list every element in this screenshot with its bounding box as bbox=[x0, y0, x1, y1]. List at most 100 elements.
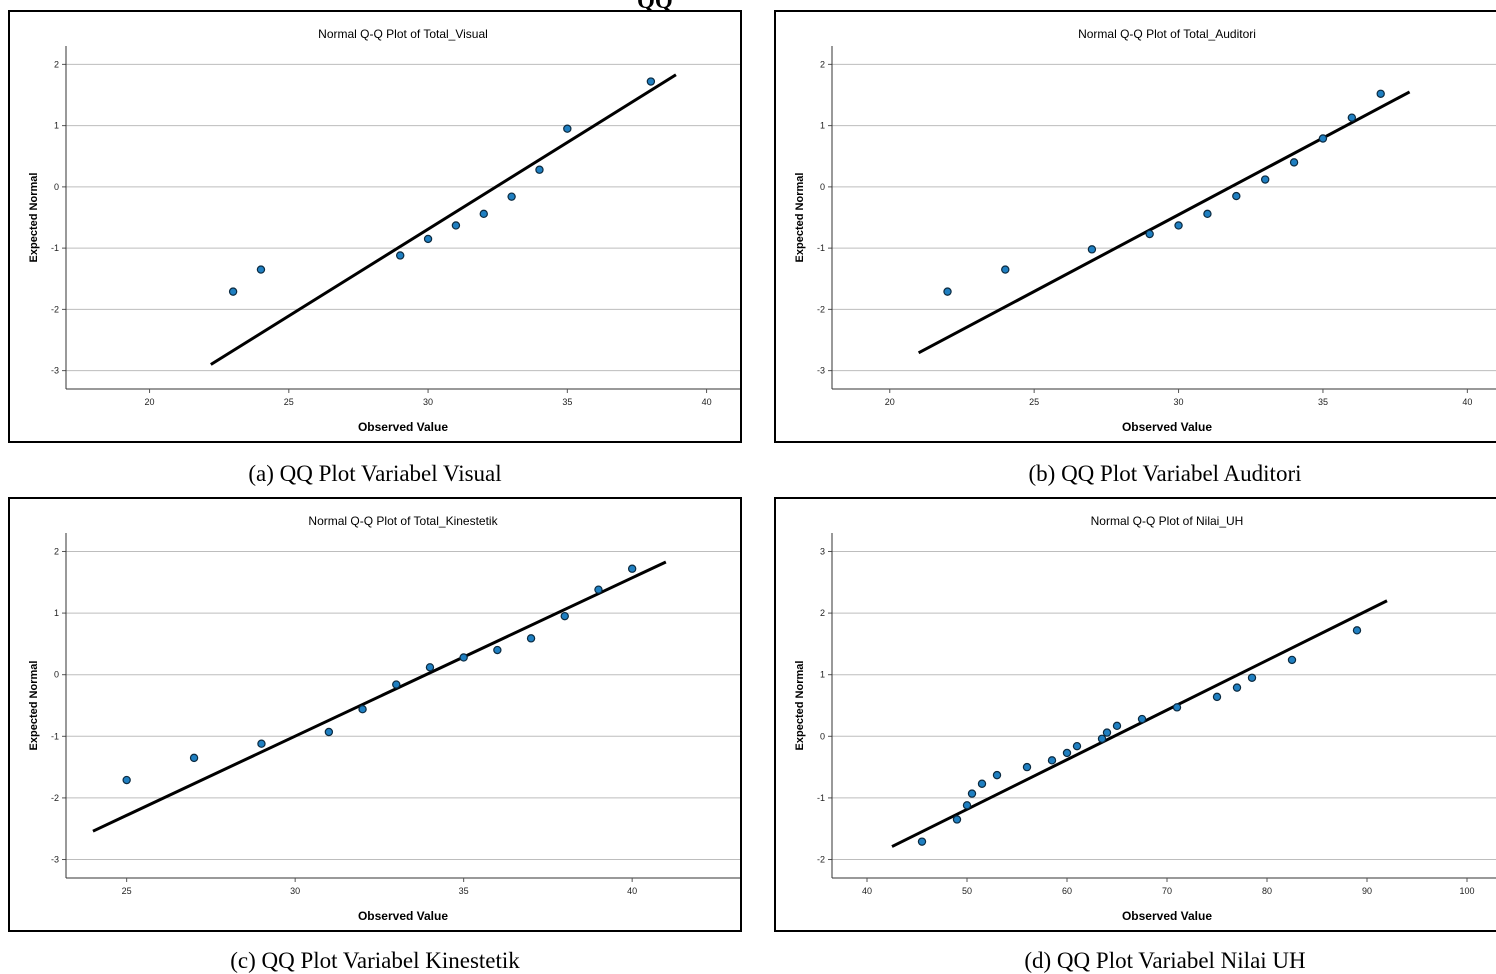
x-tick-label: 40 bbox=[627, 886, 637, 896]
data-point bbox=[1062, 748, 1072, 758]
y-tick-label: -1 bbox=[51, 243, 59, 253]
data-point bbox=[1212, 692, 1222, 702]
y-tick-label: -3 bbox=[817, 366, 825, 376]
data-point bbox=[228, 287, 238, 296]
data-point bbox=[1102, 728, 1112, 737]
data-point bbox=[324, 727, 334, 737]
data-point bbox=[1376, 89, 1385, 98]
data-point bbox=[507, 192, 516, 201]
reference-line bbox=[891, 599, 1388, 848]
data-point bbox=[392, 680, 401, 689]
x-axis-label: Observed Value bbox=[358, 909, 448, 923]
x-tick-label: 40 bbox=[702, 397, 712, 407]
data-point bbox=[526, 634, 536, 643]
data-point bbox=[1232, 683, 1242, 692]
data-point bbox=[1287, 655, 1297, 665]
data-point bbox=[122, 775, 131, 785]
x-axis-label: Observed Value bbox=[1122, 909, 1212, 923]
qq-plot-svg: Normal Q-Q Plot of Total_Visual 2 1 0 -1 -2 -3… bbox=[28, 27, 740, 434]
y-tick-label: -2 bbox=[817, 304, 825, 314]
data-point bbox=[493, 645, 502, 655]
x-tick-label: 100 bbox=[1459, 886, 1474, 896]
y-tick-label: 2 bbox=[54, 59, 59, 69]
caption-a: (a) QQ Plot Variabel Visual bbox=[248, 461, 502, 486]
qq-plot-kinestetik-panel: Normal Q-Q Plot of Total_Kinestetik 2 1 0 -1… bbox=[8, 497, 742, 932]
x-tick-label: 70 bbox=[1162, 886, 1172, 896]
qq-plot-svg: Normal Q-Q Plot of Nilai_UH 3 2 1 0 -1 -2 40 50 6… bbox=[794, 514, 1496, 923]
y-tick-label: 0 bbox=[820, 182, 825, 192]
x-tick-label: 40 bbox=[862, 886, 872, 896]
y-tick-label: 2 bbox=[54, 546, 59, 556]
data-point bbox=[1289, 158, 1299, 167]
qq-plot-svg: Normal Q-Q Plot of Total_Auditori 2 1 0 -1 -2… bbox=[794, 27, 1496, 434]
reference-line bbox=[92, 560, 667, 833]
data-point bbox=[451, 221, 461, 230]
chart-title: Normal Q-Q Plot of Nilai_UH bbox=[1091, 514, 1244, 528]
y-tick-label: -1 bbox=[817, 243, 825, 253]
x-tick-label: 40 bbox=[1462, 397, 1472, 407]
data-point bbox=[1318, 134, 1328, 143]
data-point bbox=[992, 770, 1002, 780]
x-tick-label: 30 bbox=[1174, 397, 1184, 407]
data-point bbox=[396, 251, 405, 260]
x-tick-label: 20 bbox=[885, 397, 895, 407]
y-tick-label: -2 bbox=[817, 855, 825, 865]
x-axis-label: Observed Value bbox=[358, 420, 448, 434]
data-point bbox=[563, 124, 572, 133]
data-point bbox=[256, 265, 266, 274]
data-point bbox=[459, 653, 468, 662]
y-tick-label: -3 bbox=[51, 855, 59, 865]
y-axis-label: Expected Normal bbox=[794, 661, 806, 751]
data-point bbox=[1087, 245, 1097, 254]
chart-title: Normal Q-Q Plot of Total_Visual bbox=[318, 27, 488, 41]
y-tick-label: 0 bbox=[54, 670, 59, 680]
y-tick-label: 0 bbox=[54, 182, 59, 192]
data-point bbox=[962, 801, 972, 810]
data-point bbox=[1203, 209, 1212, 219]
data-point bbox=[967, 789, 977, 798]
y-tick-label: -3 bbox=[51, 366, 59, 376]
data-point bbox=[977, 779, 987, 788]
data-point bbox=[1137, 714, 1147, 724]
data-point bbox=[594, 585, 603, 594]
data-point bbox=[917, 837, 927, 846]
data-point bbox=[1145, 229, 1154, 239]
data-point bbox=[1047, 756, 1057, 765]
y-tick-label: 2 bbox=[820, 59, 825, 69]
y-tick-label: 1 bbox=[820, 121, 825, 131]
data-point bbox=[646, 77, 656, 86]
clipped-heading-fragment: QQ bbox=[637, 0, 673, 13]
data-point bbox=[1001, 265, 1010, 274]
y-axis-label: Expected Normal bbox=[794, 173, 806, 263]
x-tick-label: 50 bbox=[962, 886, 972, 896]
chart-title: Normal Q-Q Plot of Total_Auditori bbox=[1078, 27, 1256, 41]
x-tick-label: 30 bbox=[423, 397, 433, 407]
data-point bbox=[1232, 191, 1241, 201]
qq-plot-nilai-uh-panel: Normal Q-Q Plot of Nilai_UH 3 2 1 0 -1 -2 40 50 6… bbox=[774, 497, 1496, 932]
data-point bbox=[425, 663, 435, 672]
reference-line bbox=[210, 73, 677, 366]
data-point bbox=[1174, 221, 1183, 230]
y-tick-label: 1 bbox=[54, 121, 59, 131]
caption-d: (d) QQ Plot Variabel Nilai UH bbox=[1024, 948, 1306, 973]
y-axis-label: Expected Normal bbox=[28, 173, 40, 263]
data-point bbox=[1172, 703, 1182, 712]
x-tick-label: 35 bbox=[562, 397, 572, 407]
caption-c: (c) QQ Plot Variabel Kinestetik bbox=[230, 948, 520, 973]
data-point bbox=[257, 739, 266, 748]
x-tick-label: 35 bbox=[1318, 397, 1328, 407]
data-point bbox=[189, 753, 199, 763]
x-tick-label: 25 bbox=[122, 886, 132, 896]
y-tick-label: 3 bbox=[820, 546, 825, 556]
data-point bbox=[1097, 734, 1107, 743]
x-tick-label: 80 bbox=[1262, 886, 1272, 896]
data-point bbox=[627, 564, 637, 573]
y-tick-label: -1 bbox=[817, 793, 825, 803]
caption-b: (b) QQ Plot Variabel Auditori bbox=[1028, 461, 1302, 486]
data-point bbox=[1072, 741, 1082, 751]
x-axis-label: Observed Value bbox=[1122, 420, 1212, 434]
data-point bbox=[479, 209, 488, 219]
y-tick-label: -2 bbox=[51, 793, 59, 803]
qq-plot-svg: Normal Q-Q Plot of Total_Kinestetik 2 1 0 -1… bbox=[28, 514, 740, 923]
x-tick-label: 20 bbox=[145, 397, 155, 407]
